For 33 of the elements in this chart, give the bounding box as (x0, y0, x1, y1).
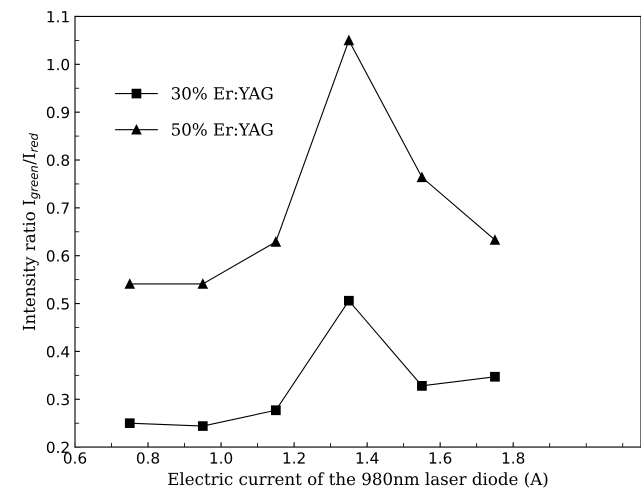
x-axis-title: Electric current of the 980nm laser diode (A) (168, 472, 548, 488)
point (198, 279, 208, 289)
y-tick-label: 0.6 (46, 250, 70, 262)
legend-label: 50% Er:YAG (172, 123, 272, 136)
point (490, 235, 500, 245)
x-tick-label: 1.4 (356, 452, 378, 464)
point (417, 172, 427, 182)
x-tick-label: 1.8 (502, 452, 524, 464)
y-tick-label: 0.9 (46, 106, 70, 118)
y-tick-label: 1.0 (48, 58, 70, 70)
y-tick-label: 0.7 (46, 202, 69, 214)
x-tick-label: 1.6 (430, 452, 452, 464)
y-tick-label: 0.2 (46, 442, 69, 454)
point (344, 36, 354, 46)
point (270, 405, 281, 416)
legend-label: 30% Er:YAG (172, 87, 272, 100)
point (344, 296, 354, 306)
y-tick-label: 1.1 (48, 11, 69, 22)
x-tick-label: 1.2 (284, 452, 305, 464)
point (124, 418, 135, 428)
y-tick-label: 0.3 (46, 394, 69, 406)
point (198, 421, 208, 431)
point (417, 380, 427, 391)
y-axis-title: Intensity ratio I$_{green}$/I$_{red}$ (22, 133, 40, 330)
x-tick-label: 0.6 (64, 452, 86, 464)
y-tick-label: 0.5 (46, 298, 69, 310)
y-tick-label: 0.4 (46, 346, 70, 358)
point (124, 279, 135, 289)
x-tick-label: 0.8 (136, 452, 160, 464)
point (270, 236, 281, 247)
y-tick-label: 0.8 (46, 154, 70, 166)
point (490, 372, 500, 382)
x-tick-label: 1.0 (210, 452, 232, 464)
